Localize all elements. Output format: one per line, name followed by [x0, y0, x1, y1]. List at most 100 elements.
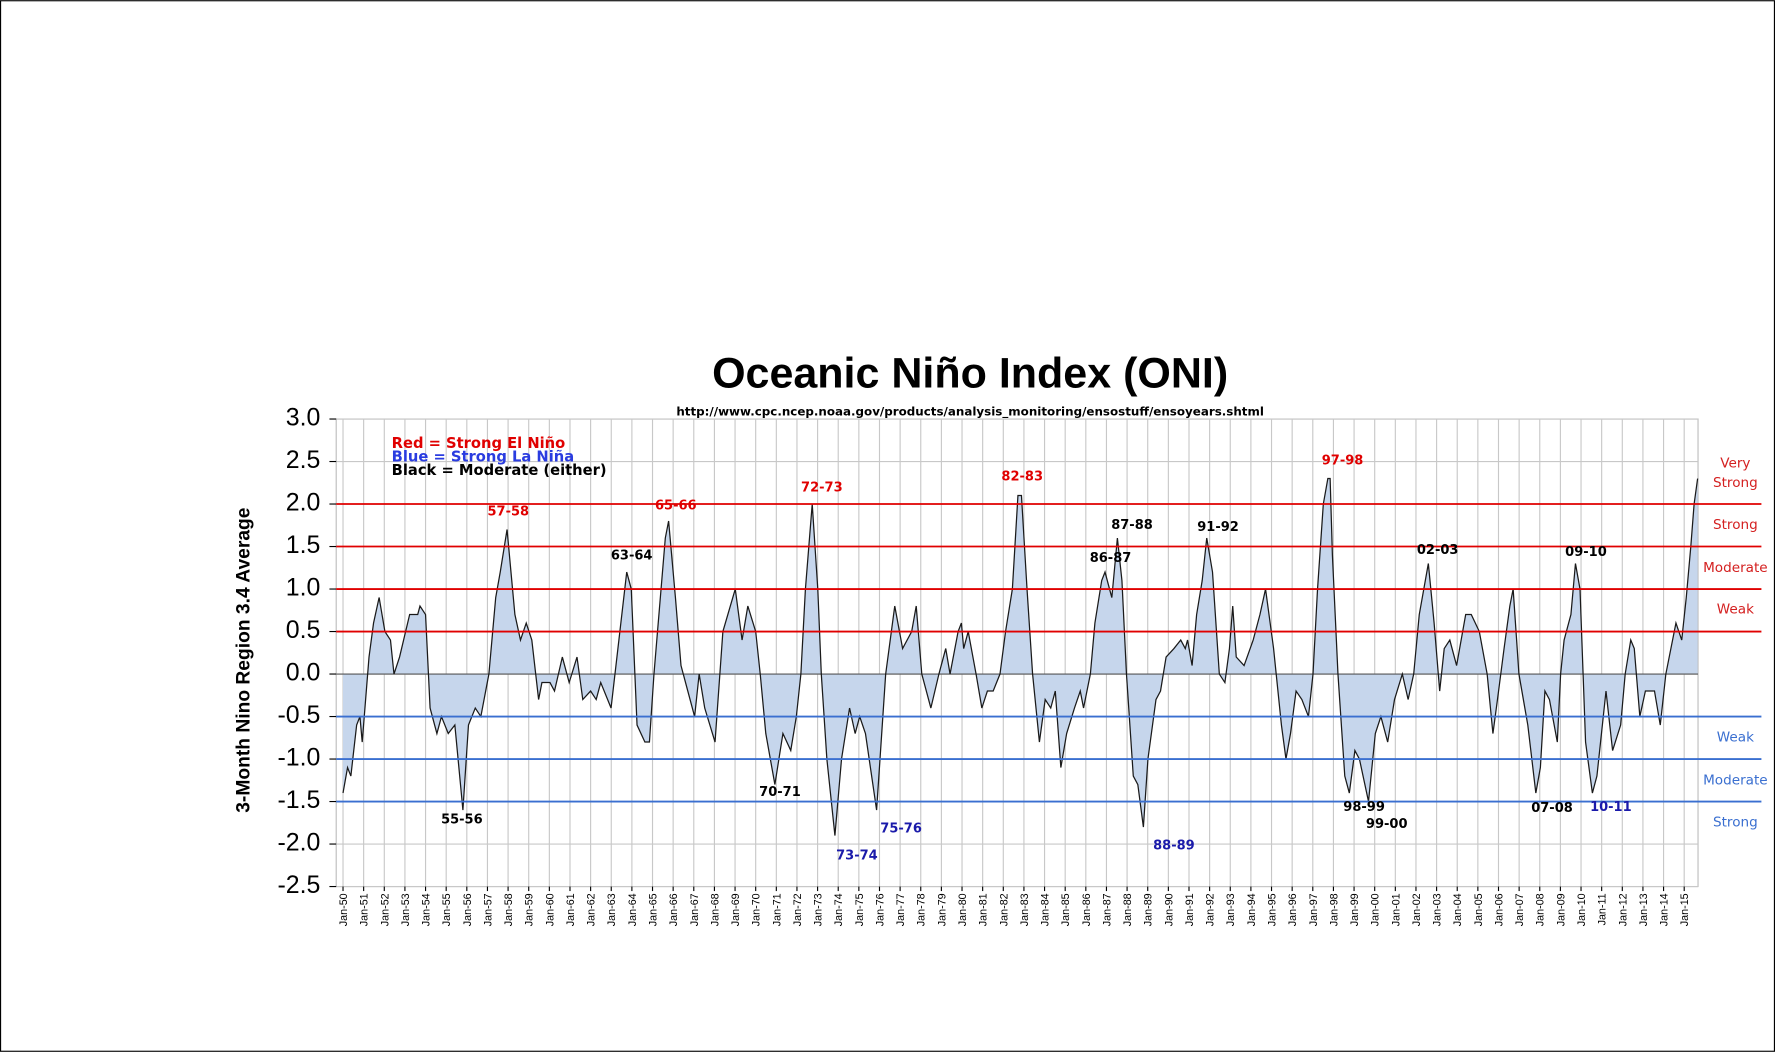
- y-tick-label: -2.5: [277, 871, 320, 899]
- x-tick-label: Jan-86: [1081, 893, 1093, 926]
- x-tick-label: Jan-10: [1576, 893, 1588, 926]
- event-label: 86-87: [1090, 551, 1132, 566]
- x-tick-label: Jan-70: [751, 893, 763, 926]
- x-tick-label: Jan-63: [606, 893, 618, 926]
- event-label: 75-76: [880, 821, 922, 836]
- event-label: 98-99: [1343, 800, 1385, 815]
- threshold-label-text: Weak: [1716, 729, 1754, 746]
- x-tick-label: Jan-91: [1184, 893, 1196, 926]
- x-tick-label: Jan-04: [1452, 893, 1464, 926]
- x-tick-label: Jan-65: [647, 893, 659, 926]
- threshold-label: Weak: [1716, 729, 1754, 746]
- threshold-label: Strong: [1712, 814, 1758, 831]
- y-tick-label: 2.0: [286, 489, 321, 517]
- x-tick-label: Jan-73: [813, 893, 825, 926]
- x-tick-label: Jan-88: [1122, 893, 1134, 926]
- y-axis-title: 3-Month Nino Region 3.4 Average: [234, 507, 255, 813]
- x-tick-label: Jan-57: [482, 893, 494, 926]
- x-tick-label: Jan-94: [1246, 893, 1258, 926]
- x-tick-label: Jan-58: [503, 893, 515, 926]
- event-label: 02-03: [1417, 543, 1459, 558]
- y-tick-label: 1.0: [286, 574, 321, 602]
- x-tick-label: Jan-08: [1535, 893, 1547, 926]
- threshold-label: Very Strong: [1713, 455, 1758, 490]
- x-tick-label: Jan-50: [338, 893, 350, 926]
- x-tick-label: Jan-83: [1019, 893, 1031, 926]
- x-tick-label: Jan-69: [730, 893, 742, 926]
- event-label: 65-66: [655, 499, 697, 514]
- x-tick-label: Jan-62: [586, 893, 598, 926]
- event-label: 82-83: [1001, 469, 1043, 484]
- y-tick-label: 1.5: [286, 531, 321, 559]
- x-tick-label: Jan-55: [441, 893, 453, 926]
- labels: 3.0 2.5 2.0 1.5 1.0 0.5 0.0 -0.5 -1.0 -1.5 -2.0 -2.…: [277, 404, 1768, 927]
- x-tick-label: Jan-95: [1267, 893, 1279, 926]
- x-tick-label: Jan-90: [1163, 893, 1175, 926]
- x-tick-label: Jan-14: [1659, 893, 1671, 926]
- x-tick-label: Jan-98: [1328, 893, 1340, 926]
- x-tick-label: Jan-53: [400, 893, 412, 926]
- x-tick-label: Jan-51: [359, 893, 371, 926]
- event-label: 99-00: [1366, 817, 1408, 832]
- x-tick-label: Jan-93: [1225, 893, 1237, 926]
- threshold-label-text: Strong: [1712, 814, 1758, 831]
- event-label: 72-73: [801, 481, 843, 496]
- x-tick-label: Jan-84: [1040, 893, 1052, 926]
- threshold-label-text: Strong: [1712, 516, 1758, 533]
- x-tick-label: Jan-03: [1432, 893, 1444, 926]
- y-tick-label: 0.5: [286, 616, 321, 644]
- x-tick-label: Jan-56: [462, 893, 474, 926]
- x-tick-label: Jan-59: [524, 893, 536, 926]
- event-label: 10-11: [1590, 800, 1632, 815]
- legend-text: Red = Strong El Niño: [392, 435, 566, 452]
- x-tick-label: Jan-96: [1287, 893, 1299, 926]
- y-tick-label: 3.0: [286, 404, 321, 432]
- x-tick-label: Jan-12: [1617, 893, 1629, 926]
- threshold-label: Moderate: [1703, 559, 1768, 576]
- x-tick-label: Jan-68: [709, 893, 721, 926]
- x-tick-label: Jan-15: [1679, 893, 1691, 926]
- threshold-label: Moderate: [1703, 771, 1768, 788]
- x-tick-label: Jan-89: [1143, 893, 1155, 926]
- threshold-label-text: Moderate: [1703, 559, 1768, 576]
- event-label: 70-71: [759, 785, 801, 800]
- threshold-label-text: Moderate: [1703, 771, 1768, 788]
- x-tick-label: Jan-67: [689, 893, 701, 926]
- x-tick-label: Jan-74: [833, 893, 845, 926]
- event-label: 07-08: [1531, 801, 1573, 816]
- x-tick-label: Jan-02: [1411, 893, 1423, 926]
- line: [342, 477, 1699, 836]
- x-tick-label: Jan-66: [668, 893, 680, 926]
- y-tick-label: -2.0: [277, 829, 320, 857]
- x-tick-label: Jan-64: [627, 893, 639, 926]
- threshold-label: Weak: [1717, 602, 1754, 618]
- chart-subtitle: http://www.cpc.ncep.noaa.gov/products/an…: [676, 405, 1264, 420]
- x-tick-label: Jan-61: [565, 893, 577, 926]
- x-tick-label: Jan-75: [854, 893, 866, 926]
- event-label: 73-74: [836, 848, 878, 863]
- area: [343, 478, 1698, 836]
- x-tick-label: Jan-13: [1638, 893, 1650, 926]
- x-tick-label: Jan-11: [1597, 893, 1609, 925]
- event-label: 57-58: [487, 504, 529, 519]
- event-label: 88-89: [1153, 838, 1195, 853]
- x-tick-label: Jan-09: [1555, 893, 1567, 926]
- x-tick-label: Jan-54: [421, 893, 433, 926]
- y-tick-label: 0.0: [286, 659, 321, 687]
- event-label: 55-56: [441, 812, 483, 827]
- x-tick-label: Jan-82: [998, 893, 1010, 926]
- x-tick-label: Jan-80: [957, 893, 969, 926]
- x-tick-label: Jan-81: [978, 893, 990, 926]
- legend-text: Black = Moderate (either): [392, 462, 607, 479]
- chart-title: Oceanic Niño Index (ONI): [712, 349, 1228, 397]
- legend-text: Blue = Strong La Niña: [392, 449, 574, 466]
- x-tick-label: Jan-00: [1370, 893, 1382, 926]
- x-tick-label: Jan-05: [1473, 893, 1485, 926]
- x-tick-label: Jan-99: [1349, 893, 1361, 926]
- event-label: 87-88: [1111, 518, 1153, 533]
- x-tick-label: Jan-71: [771, 893, 783, 926]
- x-tick-label: Jan-07: [1514, 893, 1526, 926]
- x-tick-label: Jan-76: [874, 893, 886, 926]
